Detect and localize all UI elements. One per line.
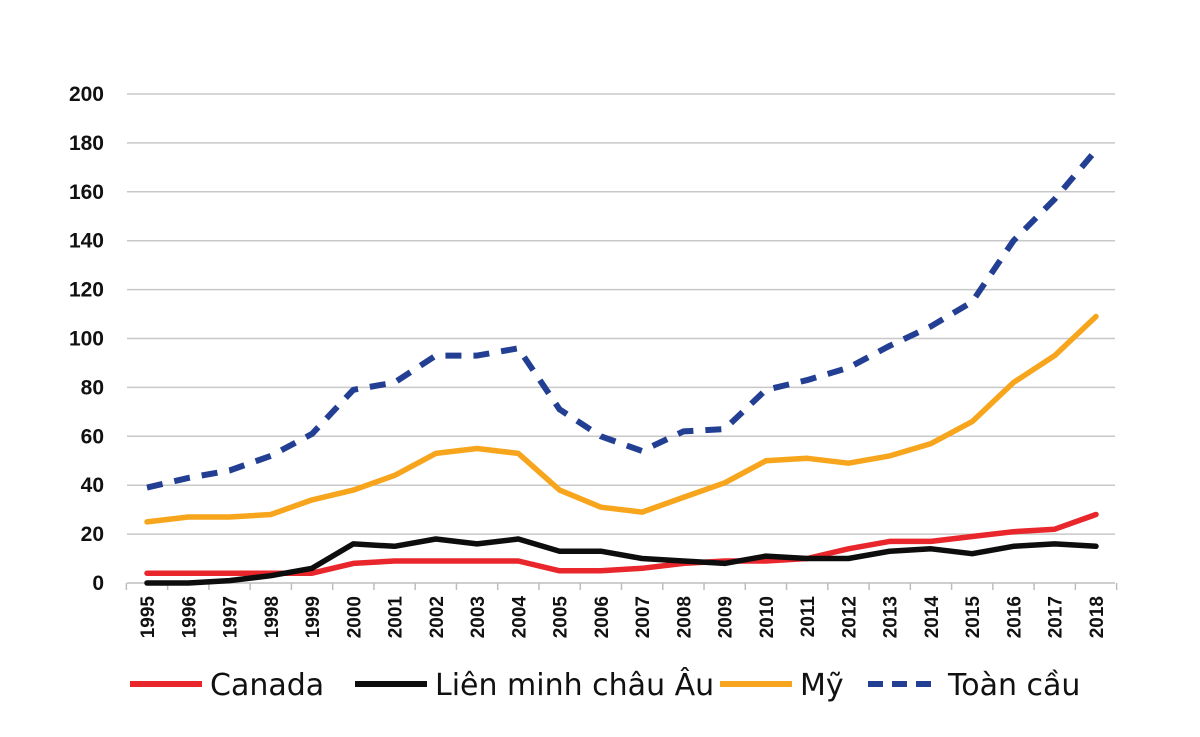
y-tick-label-140: 140 (69, 230, 104, 253)
y-tick-label-60: 60 (81, 425, 104, 448)
x-tick-label-2012: 2012 (839, 596, 860, 638)
x-tick-label-1999: 1999 (303, 596, 324, 638)
x-tick-label-2010: 2010 (757, 596, 778, 638)
x-axis-labels: 1995 1996 1997 1998 1999 2000 2001 2002 2003 2004… (138, 596, 1108, 639)
series-line-3 (146, 148, 1099, 491)
y-tick-label-80: 80 (81, 376, 104, 399)
x-tick-label-2002: 2002 (427, 596, 448, 638)
legend-label-0: Canada (210, 668, 324, 703)
x-tick-label-2008: 2008 (674, 596, 695, 638)
x-tick-label-2006: 2006 (592, 596, 613, 638)
y-axis-ticks: 0 20 40 60 80 100 120 140 160 180 200 (69, 83, 104, 595)
x-tick-label-1997: 1997 (221, 596, 242, 638)
x-tick-label-2009: 2009 (716, 596, 737, 638)
series-line-0 (144, 511, 1099, 576)
x-axis-tick-marks (125, 583, 1118, 590)
x-tick-label-2016: 2016 (1004, 596, 1025, 638)
legend-label-3: Toàn cầu (947, 668, 1080, 703)
x-tick-label-2017: 2017 (1046, 596, 1067, 638)
x-tick-label-1995: 1995 (138, 596, 159, 639)
x-tick-label-2001: 2001 (386, 596, 407, 639)
legend: Canada Liên minh châu Âu Mỹ Toàn cầu (130, 667, 1080, 703)
x-tick-label-1998: 1998 (262, 596, 283, 638)
x-tick-label-2005: 2005 (551, 596, 572, 639)
y-tick-label-160: 160 (69, 181, 104, 204)
y-tick-label-0: 0 (92, 572, 104, 595)
x-tick-label-2014: 2014 (922, 596, 943, 639)
y-tick-label-100: 100 (69, 328, 104, 351)
series-line-1 (144, 536, 1099, 586)
series-line-2 (144, 313, 1099, 525)
gridlines (127, 93, 1115, 535)
x-tick-label-2011: 2011 (798, 596, 819, 638)
y-tick-label-20: 20 (81, 523, 104, 546)
x-tick-label-1996: 1996 (179, 596, 200, 638)
x-tick-label-2000: 2000 (344, 596, 365, 638)
y-tick-label-200: 200 (69, 83, 104, 106)
x-tick-label-2015: 2015 (963, 596, 984, 639)
x-tick-label-2004: 2004 (509, 596, 530, 639)
x-tick-label-2018: 2018 (1087, 596, 1108, 638)
legend-label-1: Liên minh châu Âu (435, 667, 714, 703)
y-tick-label-180: 180 (69, 132, 104, 155)
series-lines (144, 148, 1099, 586)
legend-label-2: Mỹ (800, 668, 844, 703)
x-tick-label-2007: 2007 (633, 596, 654, 638)
x-tick-label-2013: 2013 (881, 596, 902, 638)
y-tick-label-40: 40 (81, 474, 104, 497)
x-tick-label-2003: 2003 (468, 596, 489, 638)
y-tick-label-120: 120 (69, 279, 104, 302)
